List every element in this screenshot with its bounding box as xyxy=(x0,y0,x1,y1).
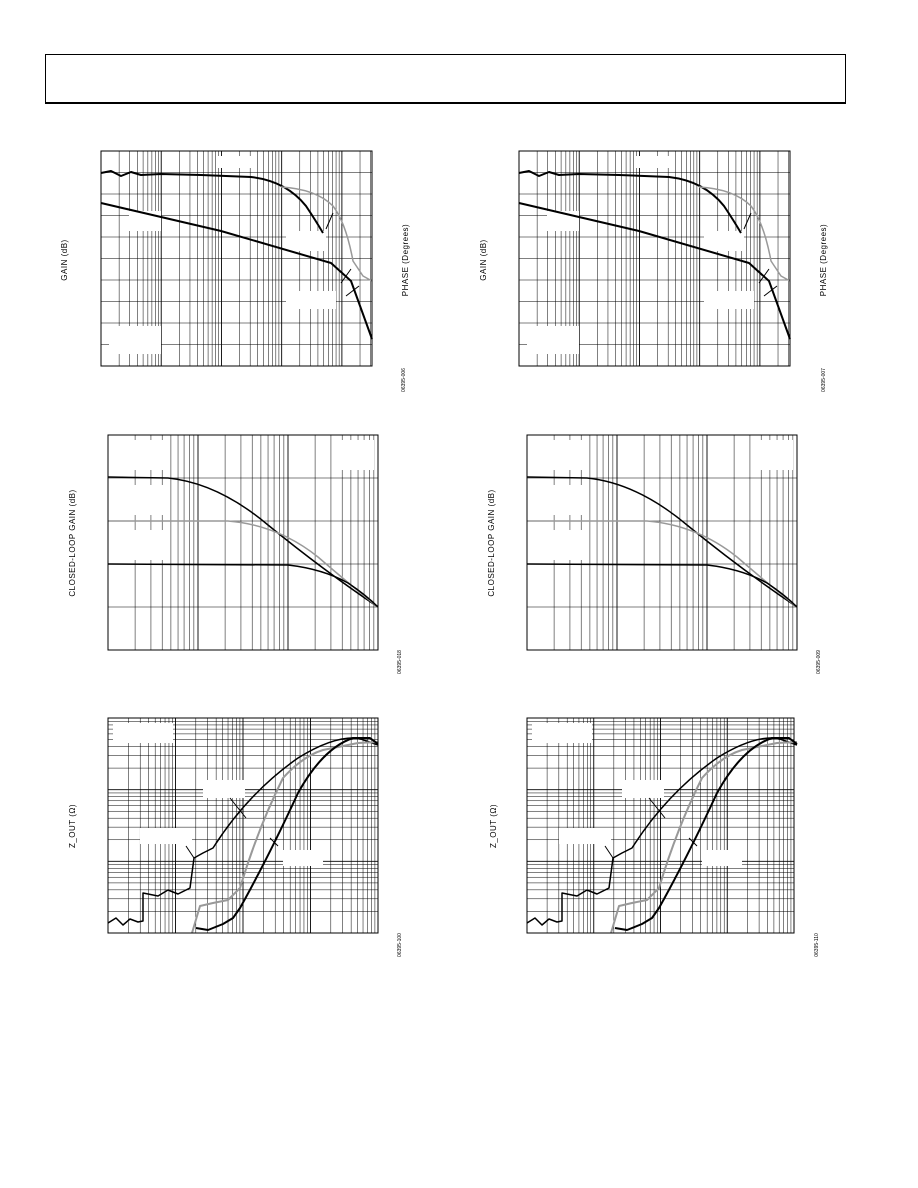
y-label: GAIN (dB) xyxy=(60,239,69,280)
label-box xyxy=(527,326,579,354)
curve xyxy=(107,737,379,926)
plot xyxy=(526,717,798,934)
label-box xyxy=(283,850,323,866)
figure-id: 06395-018 xyxy=(397,650,403,674)
curve xyxy=(280,186,373,282)
label-box xyxy=(535,530,585,560)
y-label: CLOSED-LOOP GAIN (dB) xyxy=(68,489,77,596)
label-box xyxy=(109,326,161,354)
label-box xyxy=(535,440,585,470)
plot-frame xyxy=(100,150,373,367)
curve xyxy=(614,737,798,931)
label-box xyxy=(702,850,742,866)
plot-frame xyxy=(526,717,795,934)
label-box xyxy=(559,828,611,844)
plot-frame xyxy=(107,717,379,934)
curve xyxy=(325,212,360,297)
label-box xyxy=(535,485,585,515)
label-box xyxy=(216,156,251,168)
y-label: GAIN (dB) xyxy=(479,239,488,280)
label-box xyxy=(286,231,326,251)
plot xyxy=(100,150,373,367)
label-box xyxy=(532,723,592,743)
plot-frame xyxy=(107,434,379,651)
label-box xyxy=(113,723,173,743)
curve xyxy=(107,476,379,608)
plot-frame xyxy=(526,434,798,651)
plot xyxy=(107,717,379,934)
figure-id: 06395-007 xyxy=(821,368,827,392)
curve xyxy=(185,797,279,859)
figure-id: 06395-006 xyxy=(401,368,407,392)
label-box xyxy=(203,780,245,798)
curve xyxy=(526,476,798,608)
label-box xyxy=(116,530,166,560)
y-label: CLOSED-LOOP GAIN (dB) xyxy=(487,489,496,596)
curve xyxy=(526,563,798,608)
plots xyxy=(100,150,798,934)
y2-label: PHASE (Degrees) xyxy=(401,224,410,296)
plot xyxy=(518,150,791,367)
plot xyxy=(107,434,379,651)
label-box xyxy=(755,440,793,470)
curve xyxy=(610,741,798,934)
figure-id: 06395-009 xyxy=(816,650,822,674)
curve xyxy=(518,202,791,340)
curve xyxy=(698,186,791,282)
y-label: Z_OUT (Ω) xyxy=(68,804,77,848)
y2-label: PHASE (Degrees) xyxy=(819,224,828,296)
curve xyxy=(526,737,798,926)
figure-id: 06395-110 xyxy=(814,933,820,957)
label-box xyxy=(336,440,374,470)
label-box xyxy=(634,156,669,168)
curve xyxy=(195,737,379,931)
curve xyxy=(604,797,698,859)
curve xyxy=(107,563,379,608)
figure-id: 06395-100 xyxy=(397,933,403,957)
label-box xyxy=(140,828,192,844)
label-box xyxy=(622,780,664,798)
curve xyxy=(100,202,373,340)
label-box xyxy=(116,485,166,515)
curve xyxy=(100,170,324,234)
curve xyxy=(191,741,379,934)
label-box xyxy=(286,291,336,309)
label-box xyxy=(116,440,166,470)
label-box xyxy=(704,231,744,251)
plot xyxy=(526,434,798,651)
curve xyxy=(743,212,778,297)
plot-frame xyxy=(518,150,791,367)
curve xyxy=(518,170,742,234)
y-label: Z_OUT (Ω) xyxy=(489,804,498,848)
label-box xyxy=(704,291,754,309)
